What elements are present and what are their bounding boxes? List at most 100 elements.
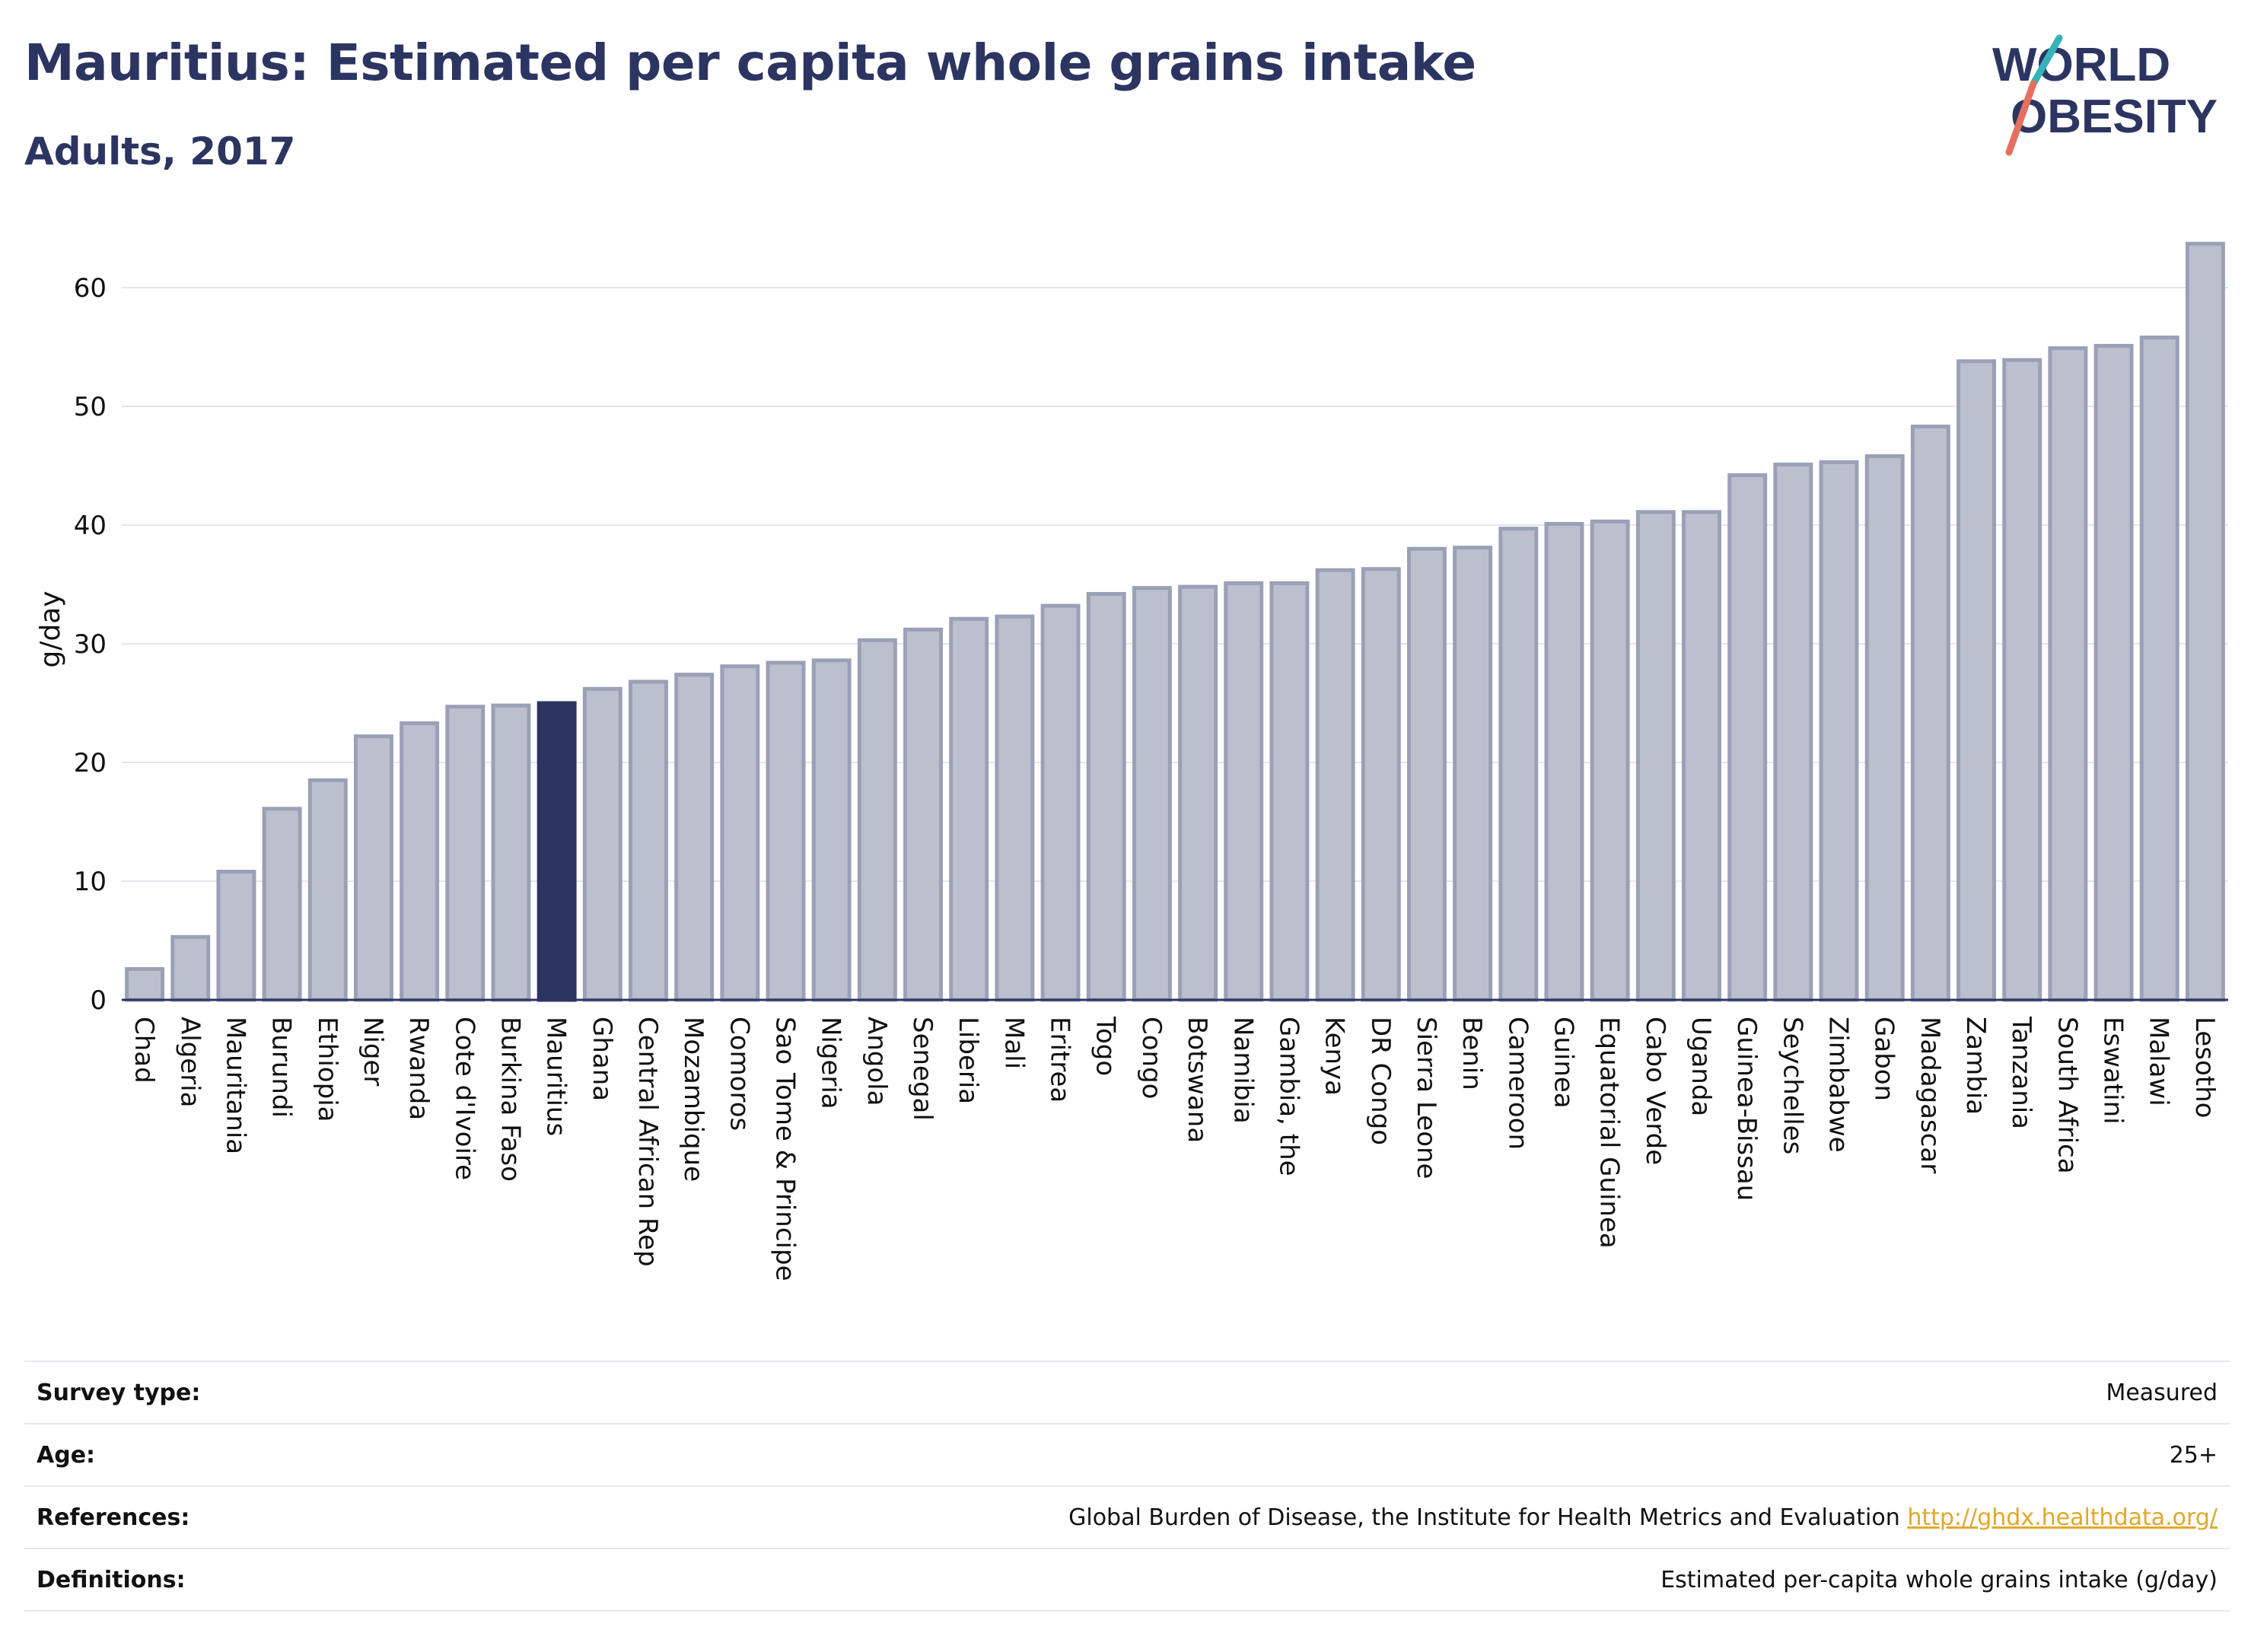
info-row-age: Age: 25+ [24,1424,2230,1486]
bar [491,703,531,1002]
x-tick-label: Nigeria [816,1017,846,1109]
x-tick-label: Mali [998,1017,1029,1069]
logo-slash-coral-icon [2005,80,2037,156]
bar [1727,473,1768,1002]
world-obesity-logo: WORLD OBESITY [1992,34,2218,156]
info-row-references: References: Global Burden of Disease, th… [24,1486,2230,1549]
bar-highlight [536,701,577,1002]
x-tick-label: Gabon [1869,1017,1899,1101]
bar [1406,546,1447,1002]
bars [125,241,2225,1002]
x-tick-label: Rwanda [403,1017,434,1120]
bar [811,658,852,1002]
x-tick-label: Benin [1457,1017,1487,1090]
y-tick-label: 30 [74,629,107,660]
x-tick-label: Kenya [1320,1017,1350,1096]
x-tick-label: Lesotho [2189,1017,2220,1118]
bar [720,664,760,1002]
y-axis-label: g/day [35,590,66,667]
bar [674,673,715,1002]
info-value: Measured [2106,1379,2218,1406]
bar [1910,425,1950,1002]
info-key: References: [37,1504,190,1531]
x-tick-label: Equatorial Guinea [1594,1017,1625,1249]
info-value: 25+ [2169,1441,2218,1469]
x-tick-label: Burkina Faso [495,1017,525,1182]
x-tick-label: Namibia [1227,1017,1258,1124]
x-tick-label: Sao Tome & Principe [770,1017,801,1281]
bar [400,721,440,1002]
bar [2002,358,2042,1002]
bar [1635,510,1676,1002]
x-tick-label: Mozambique [678,1017,708,1182]
logo-line1: WORLD [1992,39,2170,91]
references-text: Global Burden of Disease, the Institute … [1068,1504,1900,1531]
info-row-definitions: Definitions: Estimated per-capita whole … [24,1549,2230,1611]
x-tick-label: Seychelles [1777,1017,1807,1154]
bar [1178,584,1218,1002]
bar [1682,510,1721,1002]
bar [995,614,1035,1002]
info-value-references: Global Burden of Disease, the Institute … [353,1486,2230,1549]
bar [1498,527,1539,1002]
bar [1773,462,1813,1002]
x-tick-label: Eritrea [1045,1017,1075,1103]
bar [1224,581,1264,1002]
bar [262,807,302,1002]
bar [1132,586,1172,1002]
x-tick-label: Guinea [1548,1017,1578,1109]
bar-chart: 0 10 20 30 40 50 60 Chad Algeria Mauritania Burun… [35,241,2228,1281]
x-tick-label: Guinea-Bissau [1731,1017,1762,1201]
bar [2139,336,2179,1002]
bar [1453,546,1493,1002]
x-tick-label: Mauritania [220,1017,250,1154]
x-tick-label: Burundi [266,1017,297,1118]
info-row-survey-type: Survey type: Measured [24,1361,2230,1424]
info-value: Estimated per-capita whole grains intake… [1660,1566,2218,1593]
x-tick-label: Comoros [724,1017,754,1131]
info-key: Survey type: [37,1379,201,1406]
x-tick-label: Central African Rep [632,1017,663,1267]
chart-subtitle: Adults, 2017 [24,129,296,173]
x-tick-label: Zimbabwe [1823,1017,1854,1153]
x-tick-label: Uganda [1686,1017,1716,1116]
chart-title: Mauritius: Estimated per capita whole gr… [24,33,1476,92]
bar [1819,460,1859,1002]
bar [1086,591,1126,1002]
y-tick-label: 0 [90,985,107,1016]
x-tick-label: Cameroon [1502,1017,1533,1150]
info-key: Definitions: [37,1566,186,1593]
x-tick-label: Sierra Leone [1411,1017,1441,1179]
x-tick-label: Botswana [1182,1017,1212,1143]
x-axis-labels: Chad Algeria Mauritania Burundi Ethiopia Nige… [129,1016,2220,1281]
y-tick-label: 40 [74,511,107,541]
bar [2093,343,2134,1002]
x-tick-label: South Africa [2052,1017,2082,1174]
x-tick-label: Niger [358,1017,388,1086]
info-table: Survey type: Measured Age: 25+ Reference… [24,1361,2230,1612]
bar [1269,581,1310,1002]
bar [2185,241,2225,1002]
x-tick-label: Malawi [2144,1017,2174,1106]
x-tick-label: Congo [1136,1017,1167,1099]
x-tick-label: Cote d'Ivoire [449,1017,479,1180]
bar [582,686,622,1002]
x-tick-label: Ghana [587,1017,617,1101]
x-tick-label: Ethiopia [312,1017,342,1122]
x-tick-label: Gambia, the [1273,1017,1304,1176]
bar [353,734,393,1002]
y-tick-label: 10 [74,867,107,897]
bar [1040,603,1081,1002]
bar [1956,359,1997,1002]
bar [125,966,165,1002]
bar [949,616,989,1002]
x-tick-label: Angola [861,1017,892,1106]
bar [216,870,256,1002]
y-tick-label: 20 [74,748,107,778]
x-tick-label: Tanzania [2006,1016,2036,1129]
references-link[interactable]: http://ghdx.healthdata.org/ [1907,1504,2218,1531]
y-tick-label: 60 [74,273,107,304]
x-tick-label: Senegal [907,1017,938,1121]
logo-slash-teal-icon [2030,34,2063,88]
x-tick-label: DR Congo [1365,1017,1396,1145]
